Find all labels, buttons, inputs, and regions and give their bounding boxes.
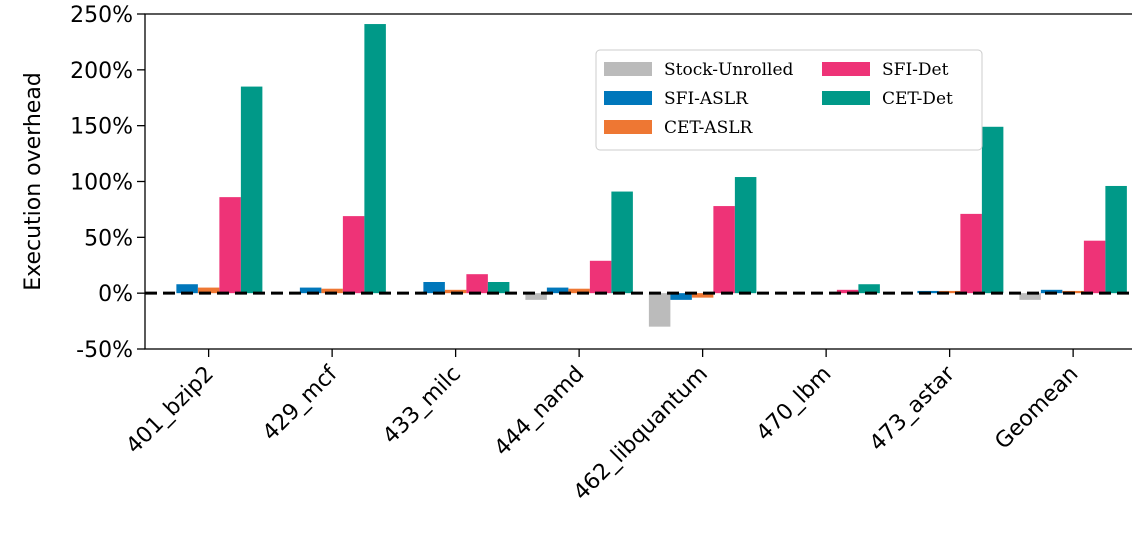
legend-swatch-sfi-aslr (604, 91, 652, 105)
legend: Stock-Unrolled SFI-ASLR CET-ASLR SFI-Det CET… (595, 49, 983, 151)
bar-sfi-det-444-namd (589, 260, 612, 294)
bar-cet-det-473-astar (981, 126, 1004, 294)
bar-cet-aslr-433-milc (444, 289, 467, 294)
bar-cet-det-401-bzip2 (240, 86, 263, 294)
x-tick-label: 429_mcf (258, 361, 343, 446)
x-tick-label: 470_lbm (752, 362, 836, 446)
bar-sfi-det-462-libquantum (713, 206, 735, 294)
bar-cet-aslr-429-mcf (321, 288, 343, 294)
bar-sfi-aslr-429-mcf (299, 287, 322, 294)
bar-stock-unrolled-444-namd (525, 293, 547, 300)
bar-cet-det-geomean (1105, 185, 1127, 294)
y-tick-label: 0% (98, 282, 133, 307)
bar-cet-det-433-milc (487, 282, 510, 294)
y-tick-label: -50% (76, 338, 133, 363)
bar-cet-det-429-mcf (364, 24, 386, 294)
bar-sfi-aslr-geomean (1040, 289, 1063, 294)
bar-sfi-det-433-milc (466, 274, 488, 294)
y-tick-label: 100% (70, 171, 133, 196)
y-tick-label: 250% (70, 3, 133, 28)
legend-label-sfi-aslr: SFI-ASLR (664, 89, 749, 109)
bar-sfi-aslr-462-libquantum (670, 293, 692, 300)
x-tick-label: 444_namd (490, 362, 590, 462)
bar-sfi-aslr-444-namd (546, 287, 569, 294)
bar-cet-aslr-444-namd (568, 288, 590, 294)
legend-swatch-cet-det (822, 91, 870, 105)
x-tick-label: 401_bzip2 (122, 362, 219, 459)
x-tick-label: 433_milc (378, 362, 466, 450)
bar-cet-det-470-lbm (858, 284, 880, 294)
legend-label-cet-aslr: CET-ASLR (664, 118, 754, 138)
bar-stock-unrolled-462-libquantum (648, 293, 671, 327)
bar-cet-aslr-401-bzip2 (197, 287, 220, 294)
legend-label-cet-det: CET-Det (882, 89, 953, 109)
y-axis: -50% 0% 50% 100% 150% 200% 250% (70, 3, 145, 363)
bar-cet-det-462-libquantum (734, 177, 757, 294)
legend-swatch-sfi-det (822, 62, 870, 76)
x-tick-label: 473_astar (865, 361, 960, 456)
legend-label-sfi-det: SFI-Det (882, 60, 949, 80)
bar-sfi-aslr-433-milc (423, 282, 445, 294)
bar-cet-aslr-462-libquantum (691, 293, 714, 298)
legend-label-stock-unrolled: Stock-Unrolled (664, 60, 794, 80)
legend-swatch-cet-aslr (604, 120, 652, 134)
x-axis: 401_bzip2 429_mcf 433_milc 444_namd462_libq… (122, 349, 1083, 506)
bar-sfi-det-401-bzip2 (219, 197, 241, 294)
bar-cet-aslr-473-astar (938, 290, 961, 294)
bar-sfi-det-geomean (1083, 240, 1106, 294)
bar-sfi-det-470-lbm (836, 289, 859, 294)
legend-swatch-stock-unrolled (604, 62, 652, 76)
y-tick-label: 200% (70, 59, 133, 84)
bar-sfi-det-429-mcf (342, 216, 365, 294)
bars-layer (176, 24, 1127, 327)
bar-stock-unrolled-geomean (1019, 293, 1041, 300)
bar-sfi-det-473-astar (960, 213, 982, 294)
y-axis-title: Execution overhead (21, 72, 46, 291)
y-tick-label: 150% (70, 115, 133, 140)
y-tick-label: 50% (84, 226, 133, 251)
legend-box (595, 49, 983, 151)
bar-sfi-aslr-401-bzip2 (176, 284, 198, 294)
x-tick-label: Geomean (990, 362, 1083, 455)
x-tick-label: 462_libquantum (569, 362, 713, 506)
bar-cet-det-444-namd (611, 191, 633, 294)
